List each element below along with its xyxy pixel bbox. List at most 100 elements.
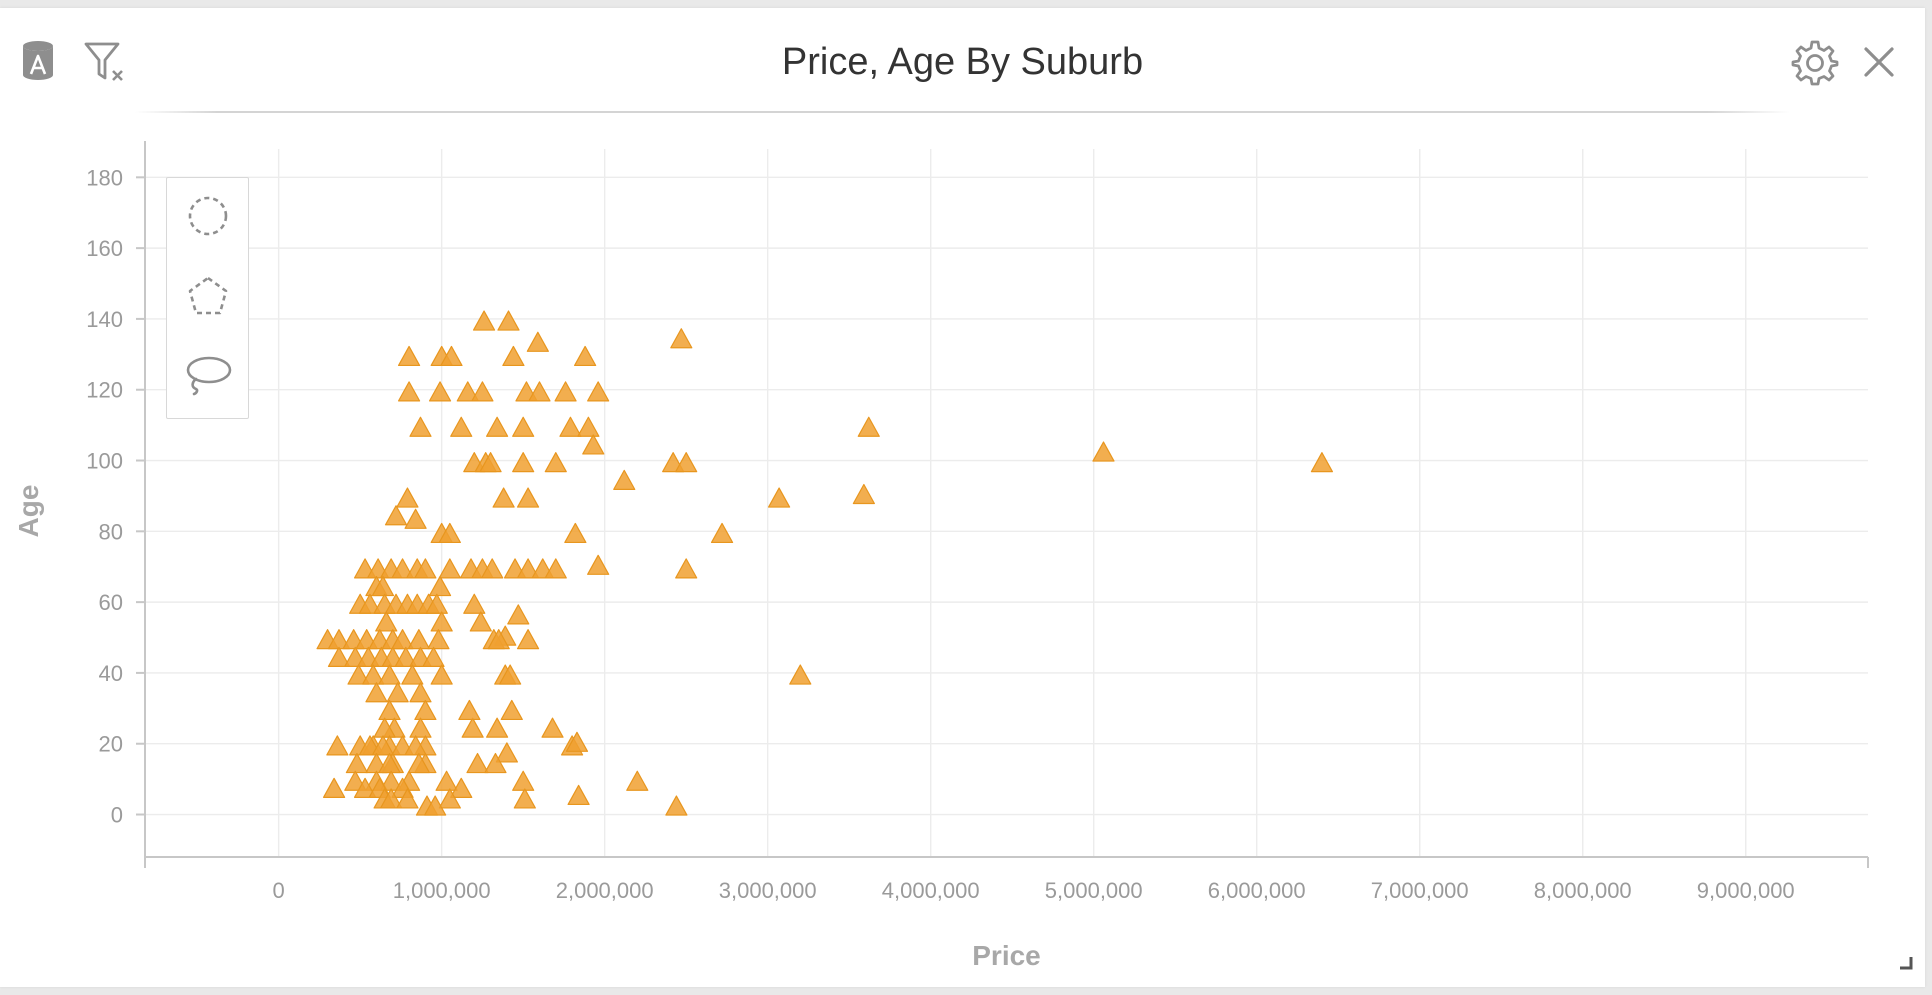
scatter-point[interactable]	[544, 452, 567, 473]
scatter-point[interactable]	[613, 469, 636, 490]
scatter-point[interactable]	[587, 554, 610, 575]
scatter-point[interactable]	[440, 345, 463, 367]
scatter-point[interactable]	[554, 381, 577, 402]
scatter-point[interactable]	[404, 735, 427, 756]
scatter-point[interactable]	[409, 717, 432, 738]
scatter-point[interactable]	[407, 752, 430, 774]
scatter-point[interactable]	[409, 682, 432, 703]
scatter-point[interactable]	[404, 508, 427, 529]
scatter-point[interactable]	[469, 611, 492, 632]
scatter-point[interactable]	[485, 416, 509, 437]
scatter-point[interactable]	[574, 345, 597, 367]
scatter-point[interactable]	[497, 310, 520, 331]
scatter-point[interactable]	[472, 310, 496, 331]
scatter-point[interactable]	[559, 416, 582, 437]
scatter-point[interactable]	[485, 717, 509, 738]
scatter-point[interactable]	[484, 752, 507, 774]
scatter-point[interactable]	[391, 629, 414, 650]
scatter-point[interactable]	[587, 381, 610, 402]
scatter-point[interactable]	[626, 770, 649, 791]
scatter-point[interactable]	[396, 788, 419, 809]
scatter-point[interactable]	[425, 593, 448, 614]
scatter-point[interactable]	[353, 777, 377, 798]
resize-grip-icon[interactable]	[1897, 954, 1915, 977]
scatter-point[interactable]	[516, 558, 540, 579]
scatter-point[interactable]	[582, 434, 605, 455]
scatter-point[interactable]	[365, 682, 388, 703]
scatter-point[interactable]	[461, 717, 484, 738]
scatter-point[interactable]	[384, 505, 408, 526]
scatter-point[interactable]	[675, 452, 698, 473]
scatter-point[interactable]	[430, 664, 453, 685]
scatter-point[interactable]	[424, 795, 447, 816]
scatter-point[interactable]	[1310, 452, 1334, 473]
scatter-point[interactable]	[675, 558, 698, 579]
scatter-point[interactable]	[435, 770, 458, 791]
scatter-point[interactable]	[378, 699, 401, 721]
scatter-point[interactable]	[481, 558, 504, 579]
scatter-point[interactable]	[1092, 441, 1115, 462]
scatter-point[interactable]	[394, 646, 417, 667]
scatter-point[interactable]	[371, 735, 395, 756]
scatter-point[interactable]	[513, 788, 536, 809]
scatter-point[interactable]	[397, 381, 421, 402]
scatter-point[interactable]	[857, 416, 880, 437]
scatter-point[interactable]	[789, 664, 812, 685]
scatter-point[interactable]	[564, 522, 587, 544]
scatter-point[interactable]	[495, 742, 518, 763]
scatter-point[interactable]	[450, 777, 473, 798]
scatter-point[interactable]	[499, 664, 522, 685]
scatter-point[interactable]	[358, 593, 382, 614]
scatter-point[interactable]	[450, 416, 473, 437]
scatter-point[interactable]	[409, 416, 432, 437]
scatter-point[interactable]	[512, 416, 535, 437]
scatter-point[interactable]	[326, 735, 349, 756]
scatter-point[interactable]	[479, 452, 502, 473]
scatter-point[interactable]	[407, 629, 430, 650]
scatter-point[interactable]	[401, 664, 424, 685]
scatter-point[interactable]	[544, 558, 567, 579]
scatter-point[interactable]	[362, 664, 385, 685]
scatter-point[interactable]	[512, 770, 535, 791]
scatter-point[interactable]	[852, 483, 875, 505]
scatter-point[interactable]	[466, 752, 489, 774]
scatter-point[interactable]	[507, 604, 530, 625]
scatter-point[interactable]	[463, 593, 486, 614]
scatter-point[interactable]	[516, 629, 540, 650]
scatter-point[interactable]	[397, 345, 421, 367]
scatter-point[interactable]	[567, 784, 590, 806]
scatter-point[interactable]	[327, 646, 351, 667]
close-icon[interactable]	[1861, 44, 1897, 85]
scatter-point[interactable]	[512, 452, 535, 473]
scatter-point[interactable]	[347, 664, 370, 685]
scatter-point[interactable]	[373, 717, 396, 738]
gear-icon[interactable]	[1791, 38, 1839, 91]
scatter-point[interactable]	[665, 795, 688, 816]
scatter-point[interactable]	[345, 752, 369, 774]
scatter-point[interactable]	[428, 575, 452, 597]
scatter-point[interactable]	[526, 331, 549, 352]
scatter-point[interactable]	[391, 558, 414, 579]
datasource-a-icon[interactable]	[20, 38, 56, 89]
scatter-point[interactable]	[710, 522, 734, 544]
scatter-point[interactable]	[396, 487, 419, 508]
scatter-point[interactable]	[380, 788, 403, 809]
scatter-point[interactable]	[492, 487, 515, 508]
scatter-point[interactable]	[458, 699, 481, 721]
scatter-point[interactable]	[516, 487, 540, 508]
polygon-select-button[interactable]	[167, 263, 248, 333]
scatter-point[interactable]	[371, 575, 395, 597]
scatter-point[interactable]	[438, 558, 461, 579]
scatter-point[interactable]	[438, 788, 461, 809]
scatter-point[interactable]	[768, 487, 791, 508]
circle-select-button[interactable]	[167, 183, 248, 253]
scatter-point[interactable]	[430, 611, 453, 632]
scatter-point[interactable]	[565, 731, 589, 752]
scatter-point[interactable]	[502, 345, 525, 367]
scatter-point[interactable]	[500, 699, 523, 721]
scatter-point[interactable]	[456, 381, 479, 402]
scatter-point[interactable]	[528, 381, 551, 402]
scatter-point[interactable]	[322, 777, 346, 798]
scatter-point[interactable]	[438, 522, 461, 544]
scatter-point[interactable]	[378, 752, 401, 774]
